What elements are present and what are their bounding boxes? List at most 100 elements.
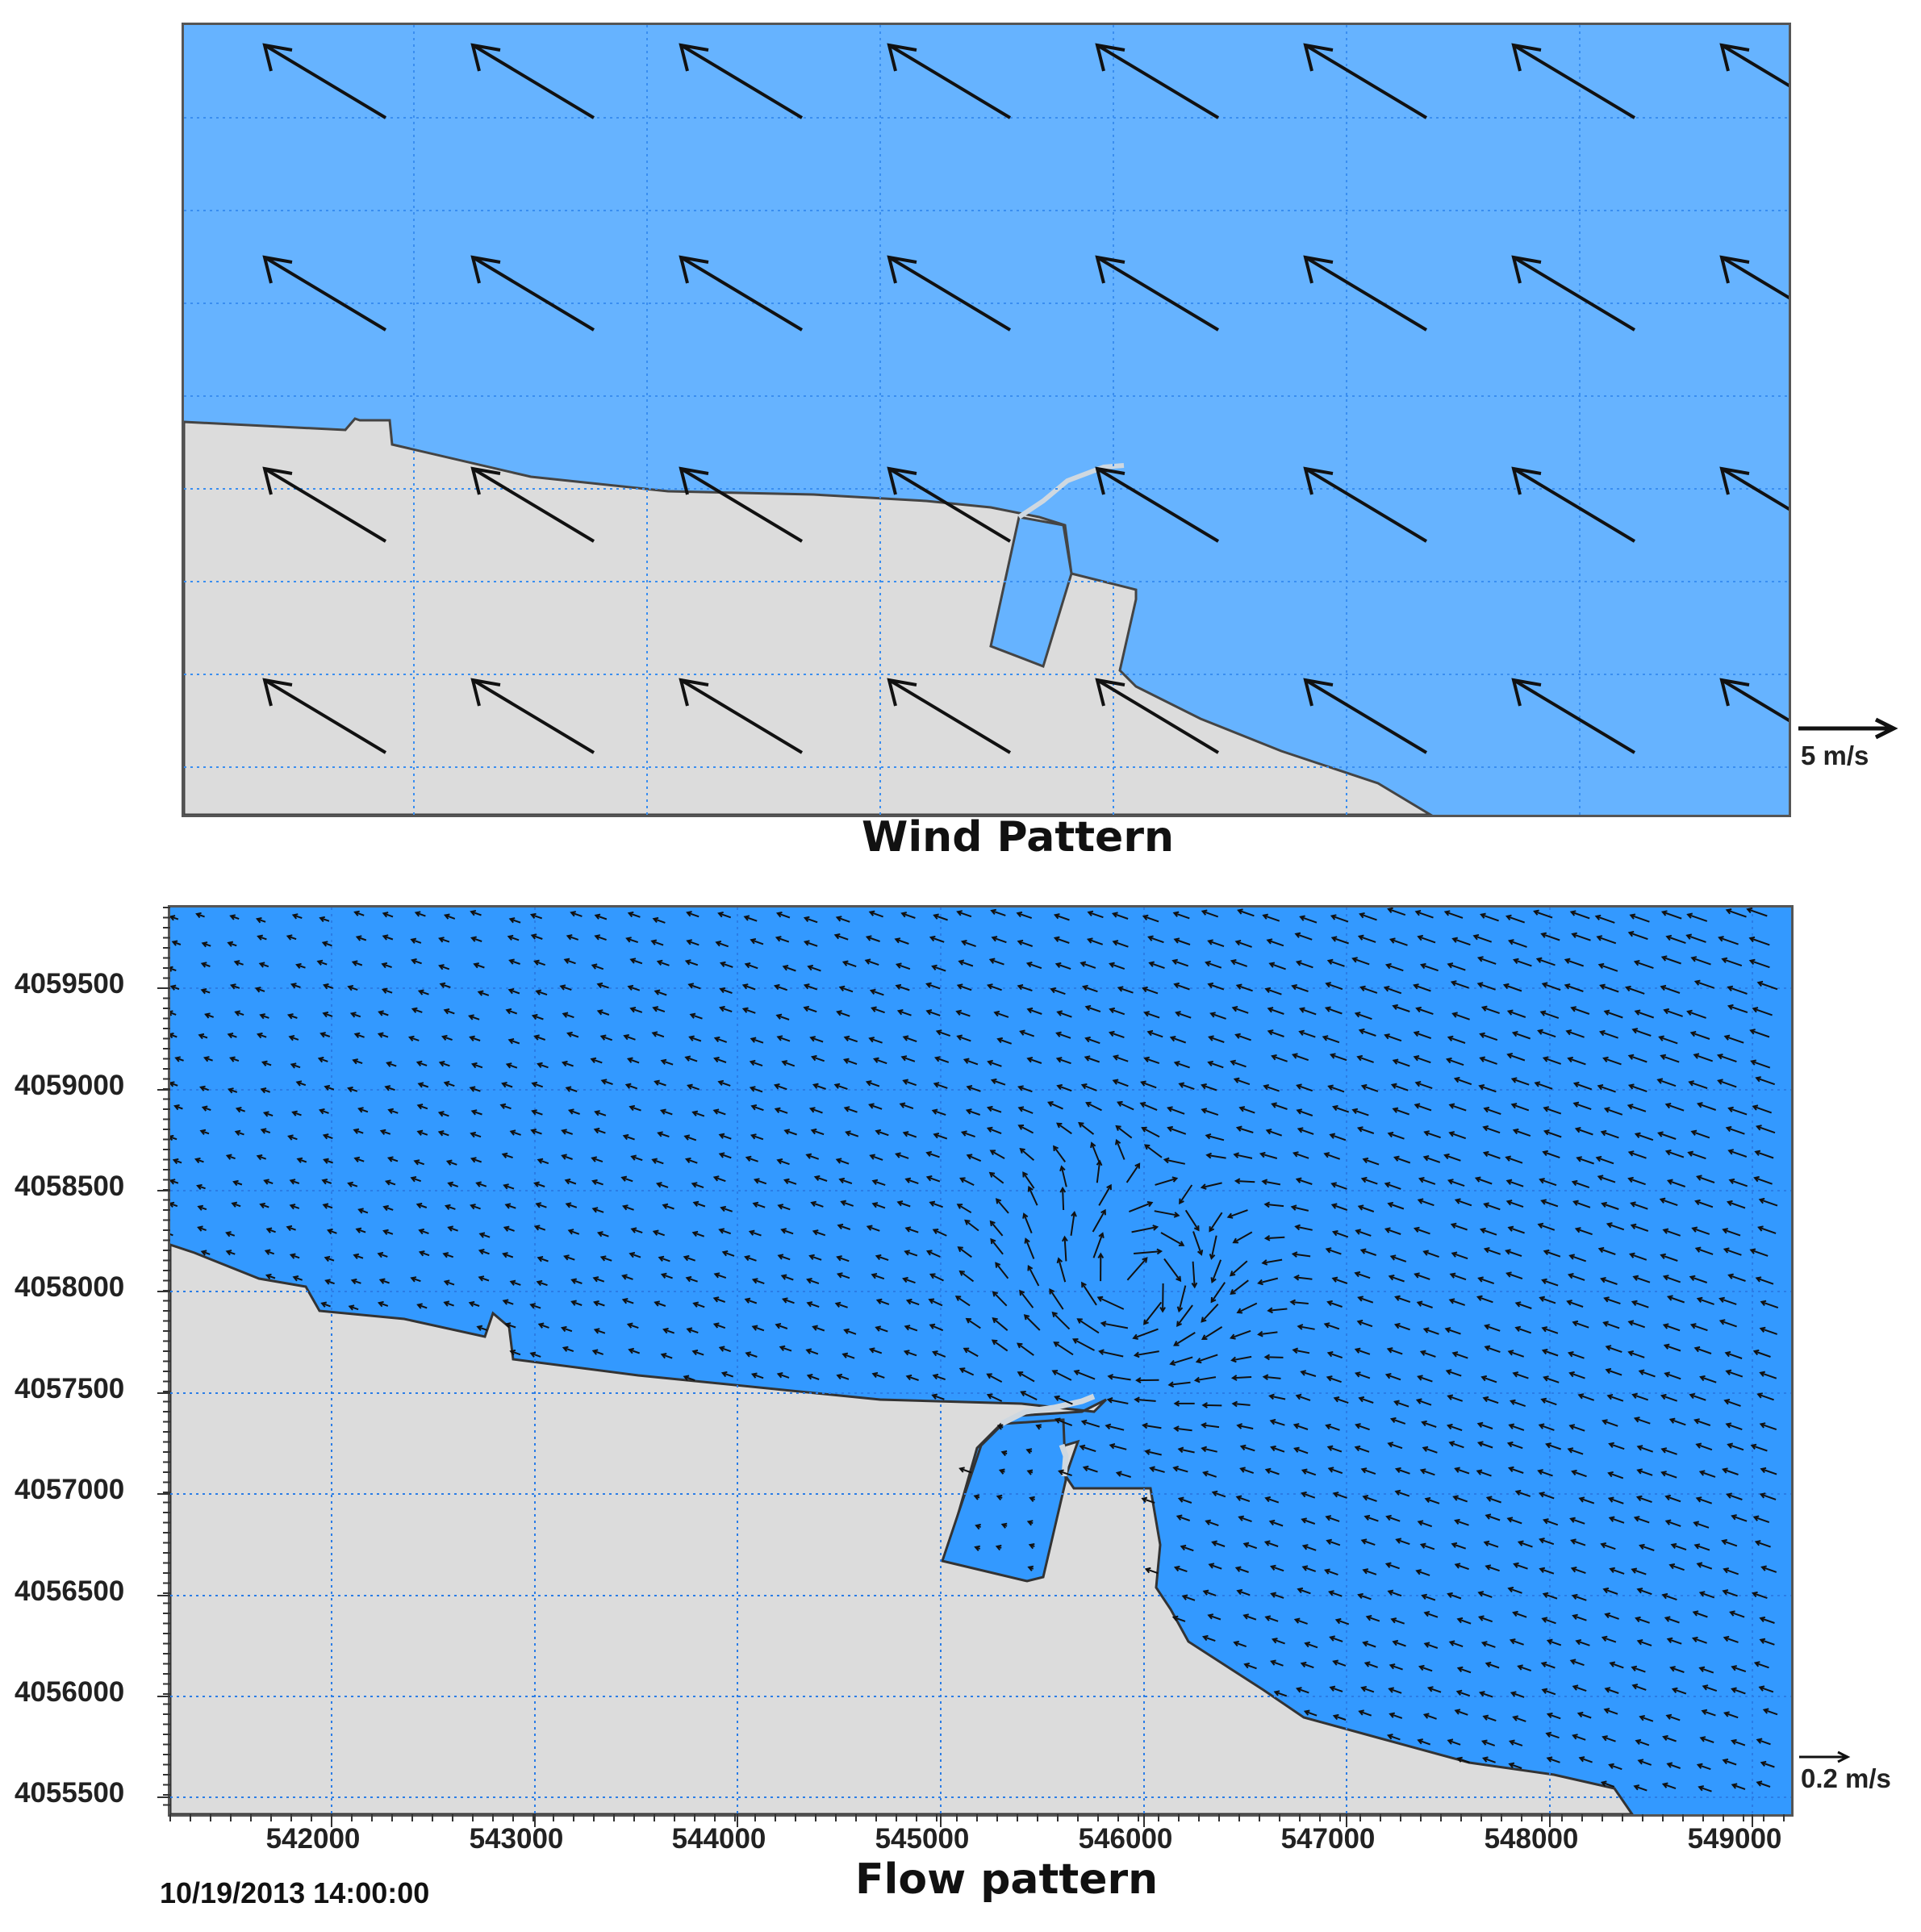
flow-arrow [1569,1425,1585,1432]
flow-arrow [1358,1127,1375,1134]
flow-arrow [1294,1447,1309,1454]
flow-arrow [1686,934,1706,943]
flow-arrow-head [561,1154,567,1160]
flow-arrow [1394,1156,1411,1164]
flow-arrow-head [470,936,477,942]
flow-arrow [630,958,643,965]
flow-arrow-head [600,1079,608,1085]
flow-arrow [661,1109,673,1116]
flow-arrow-head [1693,979,1701,986]
flow-arrow [662,1204,674,1210]
flow-arrow-head [842,1058,850,1064]
y-tick-label: 4056000 [15,1676,125,1708]
flow-arrow [1572,1734,1586,1741]
flow-arrow [1300,1008,1317,1016]
flow-arrow [1113,1055,1129,1062]
flow-arrow-head [1760,1300,1767,1307]
flow-arrow [1097,1296,1125,1310]
flow-arrow-head [1413,1226,1420,1233]
flow-arrow [1725,1035,1744,1044]
flow-arrow-head [689,1012,696,1019]
flow-arrow [1171,1037,1187,1044]
flow-arrow [1638,1759,1652,1766]
flow-arrow-head [1533,909,1539,916]
flow-arrow-head [957,1246,963,1253]
flow-arrow-head [652,1006,659,1012]
flow-arrow [1722,1540,1738,1547]
flow-arrow [1760,1327,1778,1335]
flow-arrow-head [1512,1128,1519,1135]
flow-arrow-head [1505,1200,1513,1206]
flow-arrow-head [1445,1057,1452,1064]
flow-arrow-head [989,1150,996,1156]
flow-arrow-head [200,988,207,995]
flow-arrow-head [1179,1198,1184,1205]
flow-arrow [1689,1394,1706,1401]
flow-arrow-head [377,1032,384,1038]
flow-arrow-head [1097,1252,1105,1259]
flow-arrow-head [1752,1349,1760,1356]
flow-arrow [1635,961,1654,970]
flow-arrow-head [1257,1330,1263,1337]
flow-arrow [1760,1617,1775,1624]
flow-arrow [652,1032,665,1038]
flow-arrow-head [324,1084,331,1091]
flow-arrow-head [958,959,965,966]
flow-arrow [1756,1277,1774,1285]
flow-arrow-head [1627,1054,1635,1060]
flow-arrow-head [227,1033,234,1039]
flow-arrow [1421,964,1439,972]
flow-arrow-head [407,1035,415,1041]
flow-arrow [1263,1258,1283,1264]
flow-arrow-head [225,1154,232,1160]
flow-arrow-head [928,1298,935,1304]
flow-arrow [472,1063,483,1069]
flow-arrow-head [683,1375,690,1381]
flow-arrow [992,1339,1009,1352]
flow-arrow [444,1301,454,1307]
flow-arrow [715,1273,727,1279]
wind-arrow [679,44,804,119]
flow-arrow-head [895,1152,901,1158]
flow-arrow [1576,1157,1594,1165]
flow-arrow [1167,1107,1185,1115]
flow-arrow-head [1600,1129,1607,1137]
flow-scale-arrow [1799,1750,1851,1763]
flow-arrow [1391,1418,1406,1425]
flow-arrow-head [349,1012,357,1018]
flow-arrow [1025,1238,1035,1259]
flow-arrow [1142,1424,1162,1429]
flow-arrow [1451,1223,1468,1231]
flow-arrow-head [1754,1540,1761,1546]
flow-arrow-head [1169,1359,1176,1367]
flow-arrow [629,912,641,918]
flow-arrow-head [836,1373,843,1380]
flow-arrow [839,1179,853,1185]
flow-arrow-head [324,1255,331,1262]
wind-arrow [263,467,387,543]
flow-arrow-head [1053,936,1060,942]
flow-arrow-head [233,960,240,966]
flow-arrow-head [1388,1275,1395,1281]
flow-arrow-head [1572,1734,1578,1740]
flow-arrow-head [322,1011,329,1018]
flow-arrow-head [1117,1100,1123,1107]
flow-arrow [1297,1395,1311,1401]
flow-arrow-head [1514,1489,1522,1496]
flow-arrow [411,959,422,965]
flow-arrow-head [1207,1060,1213,1067]
flow-arrow-head [1291,1053,1298,1059]
flow-arrow [1292,1253,1311,1258]
flow-arrow [562,1154,573,1160]
flow-arrow-head [900,1055,908,1062]
flow-arrow [1448,1036,1466,1044]
flow-arrow-head [931,964,938,971]
flow-arrow-head [443,1008,450,1015]
flow-arrow [1414,1032,1432,1040]
flow-arrow [807,1279,820,1285]
flow-arrow [875,1326,888,1333]
flow-arrow-head [1696,1102,1703,1108]
flow-arrow-head [509,1279,516,1286]
flow-arrow [1126,1257,1148,1281]
flow-arrow-head [935,1029,942,1036]
